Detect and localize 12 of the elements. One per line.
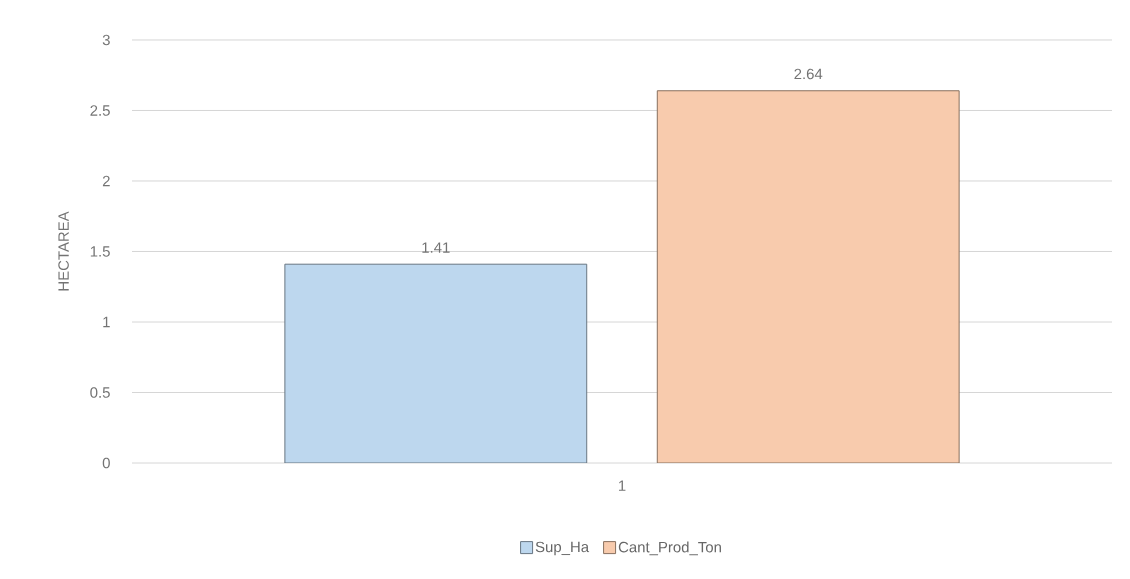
y-axis-title: HECTAREA <box>58 211 69 291</box>
y-tick-label: 0 <box>102 457 110 469</box>
y-tick-label: 0.5 <box>90 387 110 398</box>
y-tick-label: 1.5 <box>90 246 110 257</box>
y-tick-label: 3 <box>102 34 110 46</box>
y-tick-label: 2.5 <box>90 105 110 116</box>
data-label: 2.64 <box>794 68 823 80</box>
legend-label: Sup_Ha <box>535 541 590 556</box>
y-tick-label: 1 <box>103 316 110 328</box>
data-label: 1.41 <box>422 242 450 253</box>
y-tick-label: 2 <box>102 175 110 187</box>
legend-label: Cant_Prod_Ton <box>618 541 721 556</box>
